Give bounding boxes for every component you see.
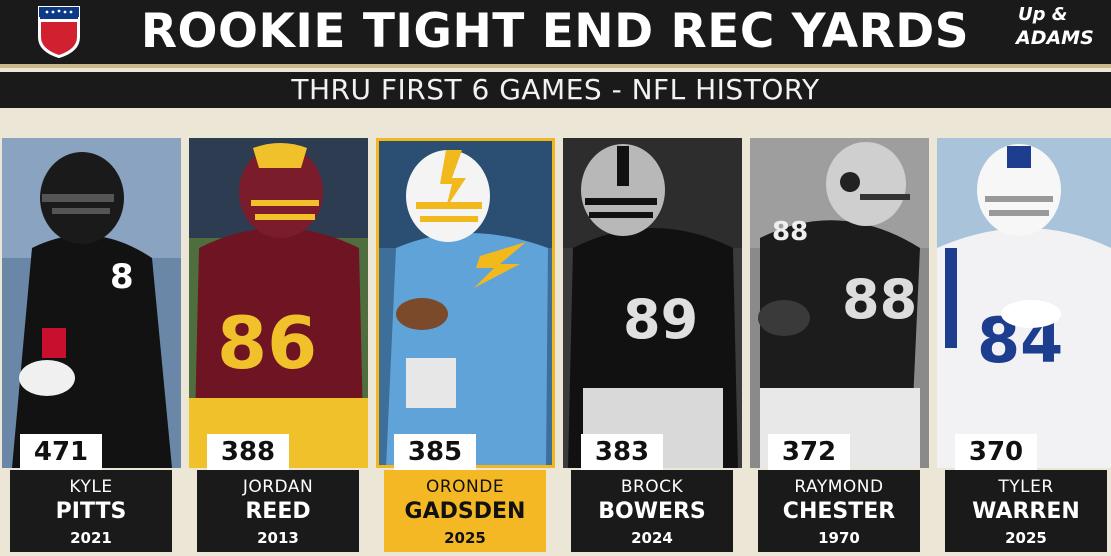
player-card-bowers: 89 383 BROCK BOWERS 2024: [563, 138, 742, 552]
player-photo: 84: [937, 138, 1111, 468]
nameplate: ORONDE GADSDEN 2025: [384, 470, 546, 552]
jersey-number: 8: [110, 257, 134, 297]
first-name: TYLER: [998, 477, 1054, 497]
last-name: BOWERS: [598, 499, 706, 524]
player-photo: 89: [563, 138, 742, 468]
player-photo: 86: [189, 138, 368, 468]
nameplate: BROCK BOWERS 2024: [571, 470, 733, 552]
show-logo-line2: ADAMS: [1016, 27, 1094, 49]
jersey-number: 88: [772, 217, 808, 247]
player-photo: [376, 138, 555, 468]
yards-badge: 370: [955, 434, 1037, 470]
first-name: BROCK: [620, 477, 684, 497]
last-name: REED: [245, 499, 311, 524]
rookie-year: 1970: [818, 529, 860, 547]
player-card-pitts: 8 471 KYLE PITTS 2021: [2, 138, 181, 552]
yards-badge: 372: [768, 434, 850, 470]
yards-badge: 385: [394, 434, 476, 470]
first-name: RAYMOND: [794, 477, 884, 497]
nameplate: JORDAN REED 2013: [197, 470, 359, 552]
divider: [0, 64, 1111, 68]
chargers-helmet-icon: [376, 138, 555, 468]
nfl-shield-icon: [38, 6, 80, 59]
player-photo: 88 88: [750, 138, 929, 468]
page-title: ROOKIE TIGHT END REC YARDS: [140, 4, 970, 59]
subtitle-bar: THRU FIRST 6 GAMES - NFL HISTORY: [0, 72, 1111, 108]
rookie-year: 2013: [257, 529, 299, 547]
last-name: PITTS: [55, 499, 127, 524]
raiders-helmet-icon: 89: [563, 138, 742, 468]
first-name: ORONDE: [425, 477, 505, 497]
player-card-warren: 84 370 TYLER WARREN 2025: [937, 138, 1111, 552]
jersey-number-front: 88: [842, 268, 917, 331]
first-name: KYLE: [69, 477, 113, 497]
player-card-gadsden: 385 ORONDE GADSDEN 2025: [376, 138, 555, 552]
show-logo: Up & ADAMS: [1014, 4, 1104, 56]
last-name: CHESTER: [782, 499, 896, 524]
rookie-year: 2025: [444, 529, 486, 547]
yards-badge: 388: [207, 434, 289, 470]
last-name: GADSDEN: [404, 499, 526, 524]
show-logo-line1: Up &: [1018, 4, 1068, 25]
jersey-number: 89: [623, 288, 698, 351]
jersey-number: 86: [217, 301, 317, 385]
nameplate: RAYMOND CHESTER 1970: [758, 470, 920, 552]
falcons-helmet-icon: 8: [2, 138, 181, 468]
player-card-chester: 88 88 372 RAYMOND CHESTER 1970: [750, 138, 929, 552]
washington-helmet-icon: 86: [189, 138, 368, 468]
page-subtitle: THRU FIRST 6 GAMES - NFL HISTORY: [291, 73, 820, 106]
raiders-helmet-icon: 88 88: [750, 138, 929, 468]
rookie-year: 2024: [631, 529, 673, 547]
rookie-year: 2021: [70, 529, 112, 547]
rookie-year: 2025: [1005, 529, 1047, 547]
player-card-reed: 86 388 JORDAN REED 2013: [189, 138, 368, 552]
nameplate: TYLER WARREN 2025: [945, 470, 1107, 552]
first-name: JORDAN: [242, 477, 314, 497]
title-bar: ROOKIE TIGHT END REC YARDS Up & ADAMS: [0, 0, 1111, 64]
colts-helmet-icon: 84: [937, 138, 1111, 468]
yards-badge: 383: [581, 434, 663, 470]
last-name: WARREN: [972, 499, 1080, 524]
nameplate: KYLE PITTS 2021: [10, 470, 172, 552]
yards-badge: 471: [20, 434, 102, 470]
player-photo: 8: [2, 138, 181, 468]
